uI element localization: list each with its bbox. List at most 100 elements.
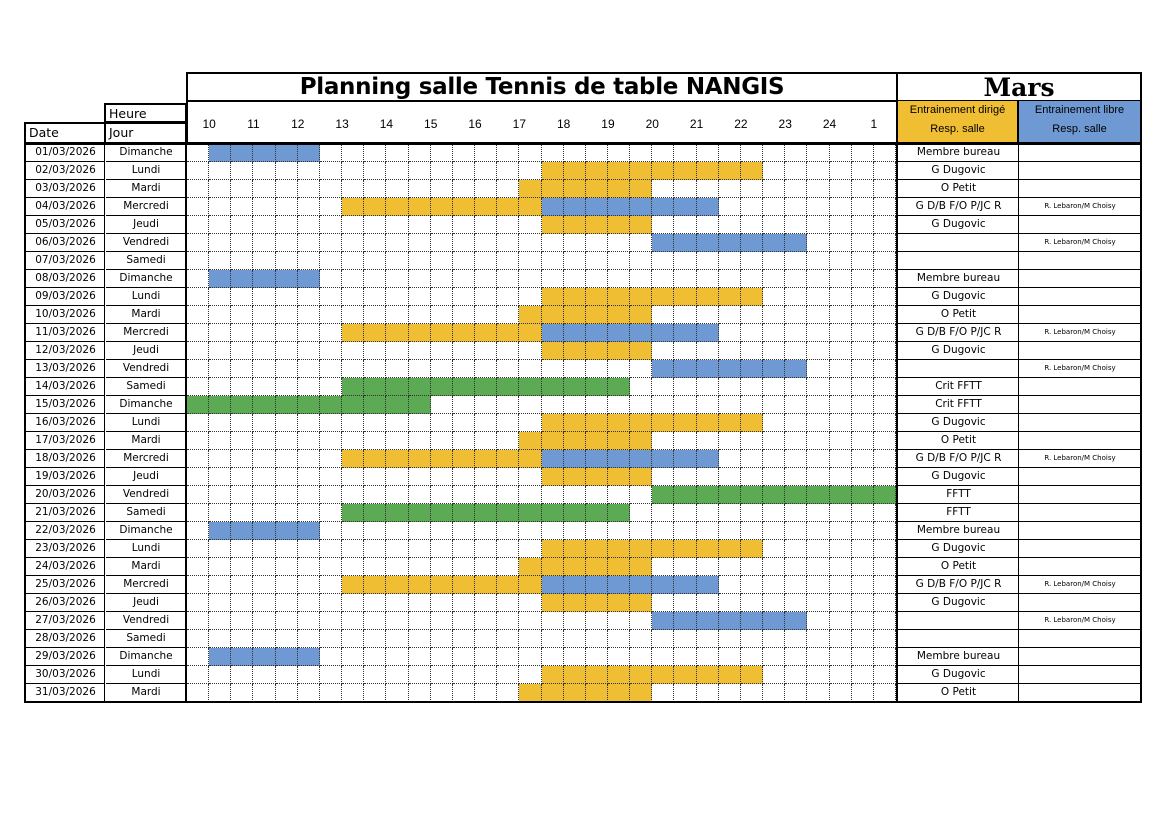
slot-dirige[interactable] xyxy=(585,288,608,306)
time-slot[interactable] xyxy=(342,558,365,576)
time-slot[interactable] xyxy=(187,234,210,252)
slot-libre[interactable] xyxy=(541,198,564,216)
time-slot[interactable] xyxy=(674,270,697,288)
time-slot[interactable] xyxy=(851,684,874,702)
time-slot[interactable] xyxy=(696,216,719,234)
time-slot[interactable] xyxy=(652,468,675,486)
time-slot[interactable] xyxy=(408,486,431,504)
time-slot[interactable] xyxy=(607,486,631,504)
time-slot[interactable] xyxy=(607,522,631,540)
slot-dirige[interactable] xyxy=(541,342,564,360)
time-slot[interactable] xyxy=(452,432,476,450)
slot-competition[interactable] xyxy=(763,486,786,504)
time-slot[interactable] xyxy=(475,216,498,234)
time-slot[interactable] xyxy=(785,504,808,522)
slot-competition[interactable] xyxy=(364,504,387,522)
time-slot[interactable] xyxy=(187,594,210,612)
time-slot[interactable] xyxy=(740,144,764,162)
time-slot[interactable] xyxy=(430,162,453,180)
time-slot[interactable] xyxy=(231,360,254,378)
time-slot[interactable] xyxy=(740,324,764,342)
time-slot[interactable] xyxy=(452,144,476,162)
time-slot[interactable] xyxy=(408,558,431,576)
time-slot[interactable] xyxy=(585,612,608,630)
time-slot[interactable] xyxy=(209,576,232,594)
time-slot[interactable] xyxy=(585,486,608,504)
time-slot[interactable] xyxy=(497,342,520,360)
slot-libre[interactable] xyxy=(563,198,586,216)
slot-competition[interactable] xyxy=(231,396,254,414)
slot-dirige[interactable] xyxy=(430,576,453,594)
time-slot[interactable] xyxy=(187,522,210,540)
slot-dirige[interactable] xyxy=(630,594,653,612)
time-slot[interactable] xyxy=(209,360,232,378)
slot-competition[interactable] xyxy=(563,504,586,522)
time-slot[interactable] xyxy=(275,342,298,360)
time-slot[interactable] xyxy=(408,234,431,252)
slot-dirige[interactable] xyxy=(563,468,586,486)
slot-competition[interactable] xyxy=(319,396,343,414)
time-slot[interactable] xyxy=(829,576,852,594)
time-slot[interactable] xyxy=(873,198,896,216)
time-slot[interactable] xyxy=(519,594,542,612)
time-slot[interactable] xyxy=(253,558,276,576)
time-slot[interactable] xyxy=(231,612,254,630)
time-slot[interactable] xyxy=(475,648,498,666)
time-slot[interactable] xyxy=(851,396,874,414)
time-slot[interactable] xyxy=(763,288,786,306)
time-slot[interactable] xyxy=(231,198,254,216)
slot-libre[interactable] xyxy=(652,324,675,342)
slot-libre[interactable] xyxy=(696,324,719,342)
time-slot[interactable] xyxy=(851,270,874,288)
time-slot[interactable] xyxy=(763,630,786,648)
slot-dirige[interactable] xyxy=(652,288,675,306)
time-slot[interactable] xyxy=(652,306,675,324)
time-slot[interactable] xyxy=(807,648,830,666)
time-slot[interactable] xyxy=(209,288,232,306)
time-slot[interactable] xyxy=(386,360,409,378)
time-slot[interactable] xyxy=(674,342,697,360)
slot-dirige[interactable] xyxy=(497,450,520,468)
time-slot[interactable] xyxy=(519,630,542,648)
slot-dirige[interactable] xyxy=(541,540,564,558)
slot-dirige[interactable] xyxy=(607,414,631,432)
slot-dirige[interactable] xyxy=(585,180,608,198)
time-slot[interactable] xyxy=(740,684,764,702)
time-slot[interactable] xyxy=(253,306,276,324)
time-slot[interactable] xyxy=(231,540,254,558)
time-slot[interactable] xyxy=(851,360,874,378)
time-slot[interactable] xyxy=(209,594,232,612)
time-slot[interactable] xyxy=(541,234,564,252)
slot-libre[interactable] xyxy=(696,234,719,252)
slot-competition[interactable] xyxy=(607,504,631,522)
time-slot[interactable] xyxy=(342,612,365,630)
time-slot[interactable] xyxy=(452,630,476,648)
time-slot[interactable] xyxy=(386,288,409,306)
time-slot[interactable] xyxy=(231,180,254,198)
slot-dirige[interactable] xyxy=(408,576,431,594)
time-slot[interactable] xyxy=(829,306,852,324)
time-slot[interactable] xyxy=(652,270,675,288)
slot-libre[interactable] xyxy=(563,324,586,342)
time-slot[interactable] xyxy=(674,432,697,450)
time-slot[interactable] xyxy=(851,612,874,630)
time-slot[interactable] xyxy=(452,558,476,576)
time-slot[interactable] xyxy=(231,378,254,396)
time-slot[interactable] xyxy=(785,162,808,180)
time-slot[interactable] xyxy=(275,486,298,504)
time-slot[interactable] xyxy=(231,414,254,432)
time-slot[interactable] xyxy=(740,558,764,576)
time-slot[interactable] xyxy=(718,558,741,576)
time-slot[interactable] xyxy=(652,396,675,414)
time-slot[interactable] xyxy=(519,522,542,540)
time-slot[interactable] xyxy=(807,252,830,270)
time-slot[interactable] xyxy=(607,270,631,288)
time-slot[interactable] xyxy=(763,324,786,342)
slot-libre[interactable] xyxy=(696,360,719,378)
time-slot[interactable] xyxy=(563,144,586,162)
slot-dirige[interactable] xyxy=(718,540,741,558)
time-slot[interactable] xyxy=(297,360,320,378)
time-slot[interactable] xyxy=(452,522,476,540)
time-slot[interactable] xyxy=(851,648,874,666)
time-slot[interactable] xyxy=(652,594,675,612)
